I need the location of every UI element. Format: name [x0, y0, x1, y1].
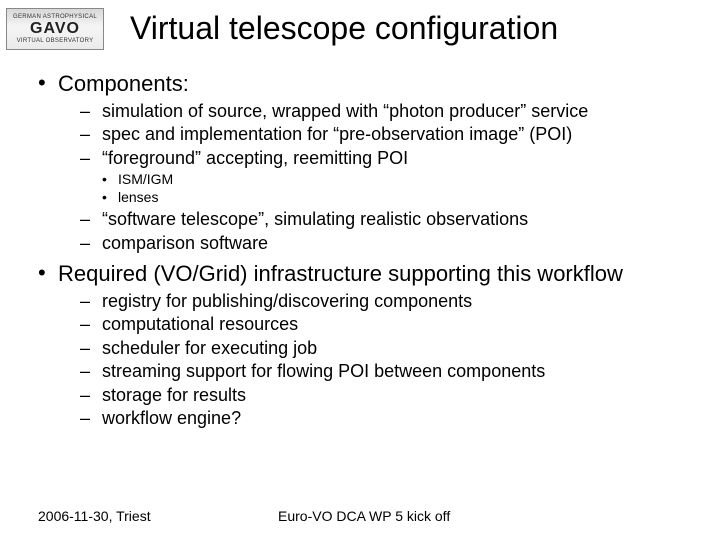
- slide-title: Virtual telescope configuration: [130, 10, 710, 47]
- list-item: •ISM/IGM: [102, 170, 700, 188]
- dash-icon: –: [80, 384, 102, 407]
- slide-body: • Components: –simulation of source, wra…: [38, 70, 700, 434]
- list-item: –spec and implementation for “pre-observ…: [80, 123, 700, 146]
- list-item: –“software telescope”, simulating realis…: [80, 208, 700, 231]
- dash-icon: –: [80, 123, 102, 146]
- dash-icon: –: [80, 232, 102, 255]
- dash-icon: –: [80, 290, 102, 313]
- list-item: –simulation of source, wrapped with “pho…: [80, 100, 700, 123]
- dash-icon: –: [80, 313, 102, 336]
- list-item: –registry for publishing/discovering com…: [80, 290, 700, 313]
- dash-icon: –: [80, 360, 102, 383]
- slide-footer: 2006-11-30, Triest Euro-VO DCA WP 5 kick…: [38, 508, 700, 524]
- bullet-icon: •: [38, 70, 58, 96]
- bullet-icon: •: [102, 170, 118, 188]
- list-item: –comparison software: [80, 232, 700, 255]
- list-item: • Components: –simulation of source, wra…: [38, 70, 700, 254]
- logo-top-text: GERMAN ASTROPHYSICAL: [13, 14, 97, 21]
- dash-icon: –: [80, 100, 102, 123]
- section-label: Components:: [58, 70, 189, 98]
- list-item: •lenses: [102, 188, 700, 206]
- dash-icon: –: [80, 147, 102, 170]
- footer-title: Euro-VO DCA WP 5 kick off: [278, 508, 700, 524]
- dash-icon: –: [80, 208, 102, 231]
- bullet-icon: •: [38, 260, 58, 286]
- gavo-logo: GERMAN ASTROPHYSICAL GAVO VIRTUAL OBSERV…: [6, 8, 104, 50]
- footer-date: 2006-11-30, Triest: [38, 508, 278, 524]
- logo-main-text: GAVO: [30, 20, 80, 38]
- list-item: –computational resources: [80, 313, 700, 336]
- bullet-icon: •: [102, 188, 118, 206]
- dash-icon: –: [80, 337, 102, 360]
- list-item: –“foreground” accepting, reemitting POI: [80, 147, 700, 170]
- logo-bottom-text: VIRTUAL OBSERVATORY: [17, 38, 94, 45]
- list-item: –storage for results: [80, 384, 700, 407]
- list-item: • Required (VO/Grid) infrastructure supp…: [38, 260, 700, 430]
- section-label: Required (VO/Grid) infrastructure suppor…: [58, 260, 623, 288]
- list-item: –workflow engine?: [80, 407, 700, 430]
- dash-icon: –: [80, 407, 102, 430]
- list-item: –scheduler for executing job: [80, 337, 700, 360]
- list-item: –streaming support for flowing POI betwe…: [80, 360, 700, 383]
